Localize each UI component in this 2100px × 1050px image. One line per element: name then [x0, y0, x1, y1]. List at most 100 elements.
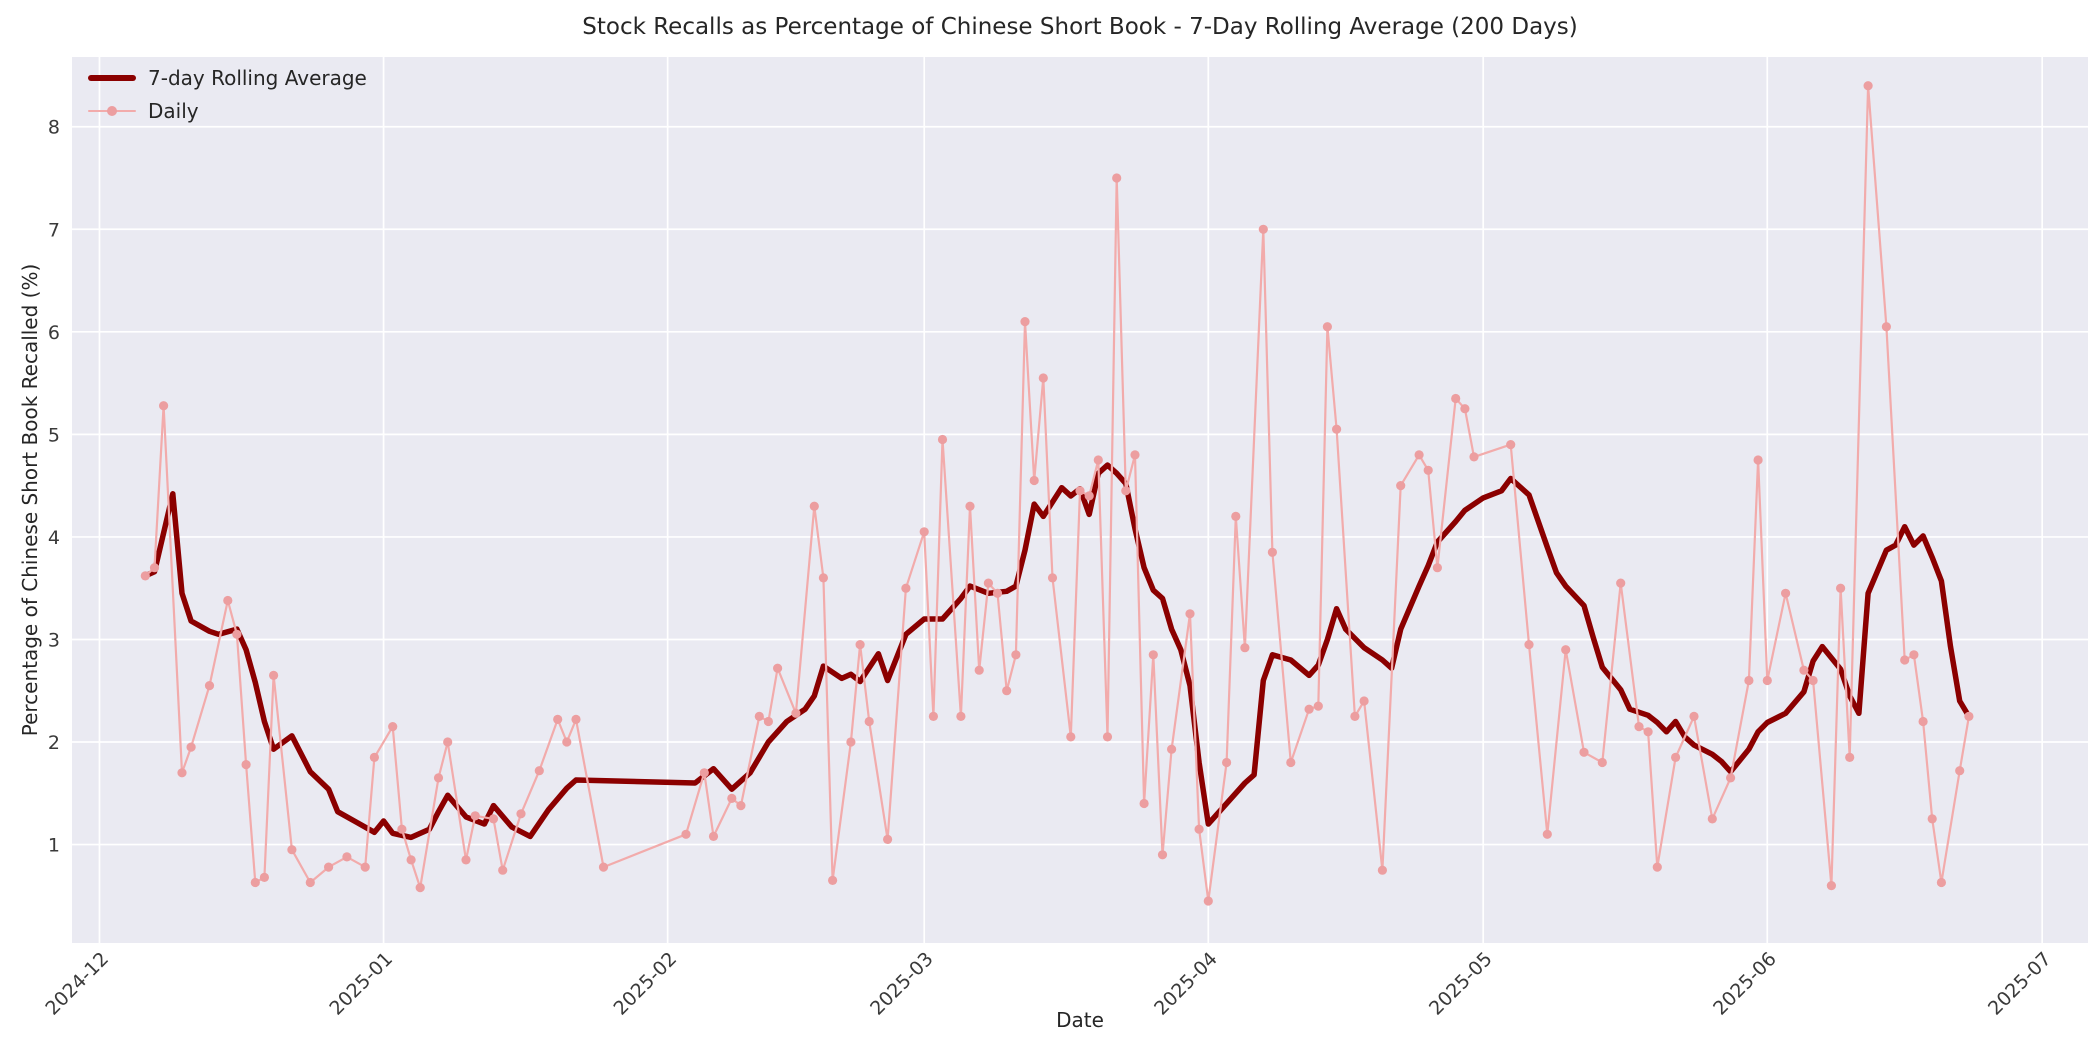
data-point-marker	[488, 814, 499, 824]
y-tick-label: 4	[48, 527, 60, 549]
data-point-marker	[736, 801, 746, 811]
data-point-marker	[855, 640, 865, 650]
gridlines	[72, 57, 2088, 943]
data-point-marker	[1396, 481, 1406, 491]
data-point-marker	[1451, 393, 1461, 404]
data-point-marker	[1845, 752, 1855, 763]
data-point-marker	[186, 742, 196, 752]
data-point-marker	[342, 852, 352, 862]
data-point-marker	[1121, 486, 1131, 496]
data-point-marker	[956, 711, 966, 722]
data-point-marker	[1652, 862, 1662, 872]
data-point-marker	[1597, 757, 1607, 768]
data-point-marker	[1304, 704, 1314, 714]
data-point-marker	[1762, 675, 1772, 686]
data-point-marker	[983, 578, 994, 588]
data-point-marker	[1029, 475, 1039, 486]
data-point-marker	[828, 875, 838, 886]
data-point-marker	[1689, 711, 1699, 722]
data-point-marker	[433, 773, 444, 783]
data-point-marker	[901, 583, 911, 593]
data-point-marker	[1377, 865, 1387, 875]
data-point-marker	[1726, 773, 1736, 783]
data-point-marker	[727, 793, 737, 804]
rolling-average-series	[142, 462, 1972, 841]
data-point-marker	[754, 711, 764, 722]
data-point-marker	[974, 665, 984, 675]
chart-title: Stock Recalls as Percentage of Chinese S…	[582, 14, 1578, 40]
data-point-marker	[1203, 896, 1213, 906]
data-point-marker	[388, 722, 398, 732]
data-point-marker	[1194, 824, 1204, 834]
data-point-marker	[818, 573, 829, 583]
data-point-marker	[1799, 665, 1809, 675]
data-point-marker	[864, 716, 874, 727]
legend: 7-day Rolling Average Daily	[88, 66, 367, 123]
data-point-marker	[1506, 440, 1516, 450]
data-point-marker	[177, 768, 187, 778]
y-axis-label: Percentage of Chinese Short Book Recalle…	[18, 263, 42, 737]
series-line	[144, 84, 1970, 903]
y-tick-label: 7	[48, 219, 60, 241]
data-point-marker	[1469, 452, 1479, 462]
y-tick-label: 3	[48, 629, 60, 651]
y-tick-labels: 1 2 3 4 5 6 7 8	[48, 117, 60, 857]
data-point-marker	[598, 862, 609, 872]
data-point-marker	[1102, 732, 1113, 742]
data-point-marker	[140, 571, 150, 581]
data-point-marker	[1781, 588, 1791, 598]
data-point-marker	[470, 811, 480, 821]
data-point-marker	[232, 629, 242, 639]
data-point-marker	[1139, 798, 1149, 809]
data-point-marker	[406, 855, 416, 865]
series-line	[142, 462, 1972, 841]
data-point-marker	[681, 829, 691, 839]
data-point-marker	[1524, 640, 1534, 650]
data-point-marker	[809, 501, 819, 511]
data-point-marker	[223, 595, 233, 606]
data-point-marker	[1075, 486, 1085, 496]
data-point-marker	[553, 714, 563, 725]
data-point-marker	[1002, 686, 1012, 696]
data-point-marker	[498, 865, 508, 875]
data-point-marker	[149, 563, 160, 573]
y-tick-label: 2	[48, 732, 60, 754]
data-point-marker	[1744, 675, 1754, 686]
data-point-marker	[1927, 814, 1937, 824]
data-point-marker	[791, 708, 801, 718]
data-point-marker	[1918, 716, 1928, 727]
rolling-average-line-swatch-icon	[88, 75, 136, 81]
data-point-marker	[1359, 696, 1369, 706]
data-point-marker	[1826, 881, 1836, 891]
data-point-marker	[1011, 650, 1021, 660]
data-point-marker	[763, 716, 774, 727]
data-point-marker	[1038, 373, 1048, 383]
data-point-marker	[369, 752, 379, 763]
data-point-marker	[1286, 757, 1296, 768]
data-point-marker	[259, 872, 269, 883]
data-point-marker	[1414, 450, 1424, 460]
y-tick-label: 1	[48, 835, 60, 857]
data-point-marker	[1130, 450, 1140, 460]
data-point-marker	[1671, 752, 1681, 763]
data-point-marker	[1313, 701, 1323, 711]
data-point-marker	[1707, 814, 1717, 824]
data-point-marker	[773, 663, 783, 673]
data-point-marker	[324, 862, 334, 872]
data-point-marker	[992, 588, 1003, 598]
data-point-marker	[1936, 877, 1946, 888]
data-point-marker	[883, 834, 893, 845]
data-point-marker	[397, 824, 407, 834]
data-point-marker	[1460, 404, 1470, 414]
daily-series	[140, 81, 1974, 906]
data-point-marker	[1423, 465, 1433, 475]
legend-item-rolling-average: 7-day Rolling Average	[88, 66, 367, 90]
data-point-marker	[1258, 224, 1268, 234]
data-point-marker	[1808, 675, 1818, 686]
data-point-marker	[1020, 317, 1030, 327]
data-point-marker	[699, 768, 709, 778]
data-point-marker	[516, 809, 526, 819]
data-point-marker	[1836, 583, 1846, 593]
